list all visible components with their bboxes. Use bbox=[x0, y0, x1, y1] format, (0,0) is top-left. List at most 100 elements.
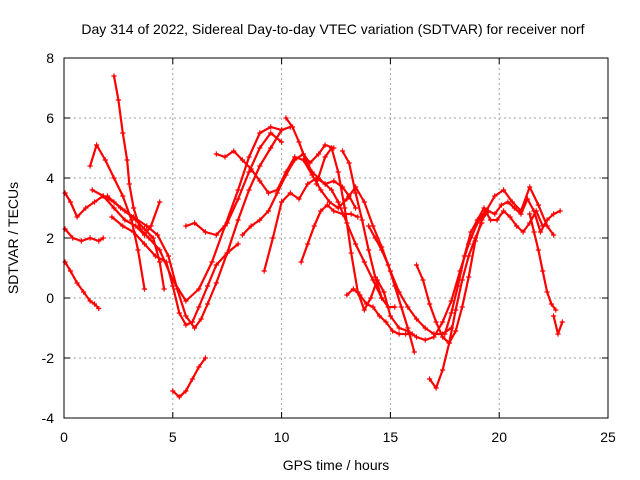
data-point bbox=[533, 208, 539, 214]
data-point bbox=[501, 208, 507, 214]
series-track-24 bbox=[527, 211, 559, 313]
series-track bbox=[63, 227, 105, 243]
data-point bbox=[248, 223, 254, 229]
series-track bbox=[552, 314, 564, 336]
data-point bbox=[472, 235, 478, 241]
data-point bbox=[353, 241, 359, 247]
series-track bbox=[241, 143, 335, 237]
data-point bbox=[498, 202, 504, 208]
data-point bbox=[446, 340, 452, 346]
data-point bbox=[459, 304, 465, 310]
series-track-19 bbox=[366, 223, 417, 355]
axis-ticks bbox=[63, 57, 609, 419]
data-point bbox=[555, 331, 561, 337]
data-point bbox=[527, 211, 533, 217]
data-point bbox=[420, 277, 426, 283]
data-point bbox=[257, 178, 263, 184]
series-track-21 bbox=[427, 220, 485, 391]
data-point bbox=[353, 205, 359, 211]
data-point bbox=[83, 205, 89, 211]
data-point bbox=[331, 208, 337, 214]
data-point bbox=[67, 268, 74, 274]
data-point bbox=[141, 286, 148, 292]
data-point bbox=[111, 175, 117, 181]
data-point bbox=[335, 169, 341, 175]
data-point bbox=[385, 304, 391, 310]
data-point bbox=[246, 154, 252, 160]
data-point bbox=[350, 286, 356, 292]
data-point bbox=[361, 199, 367, 205]
y-tick-labels: -4 -2 0 2 4 6 8 bbox=[42, 50, 55, 426]
data-point bbox=[370, 223, 376, 229]
data-point bbox=[442, 331, 448, 337]
data-point bbox=[239, 232, 245, 238]
data-point bbox=[62, 259, 68, 265]
series-track-25 bbox=[551, 313, 565, 337]
data-point bbox=[376, 313, 383, 319]
data-point bbox=[535, 247, 541, 253]
data-point bbox=[131, 205, 137, 211]
data-point bbox=[448, 310, 454, 316]
data-point bbox=[157, 199, 163, 205]
data-point bbox=[318, 208, 324, 214]
data-point bbox=[235, 241, 241, 247]
data-point bbox=[231, 148, 237, 154]
data-point bbox=[183, 313, 189, 319]
data-point bbox=[505, 199, 511, 205]
data-point bbox=[246, 187, 252, 193]
data-point bbox=[131, 214, 137, 220]
data-point bbox=[141, 241, 148, 247]
data-point bbox=[322, 154, 328, 160]
data-point bbox=[494, 217, 500, 223]
data-point bbox=[176, 310, 182, 316]
data-point bbox=[411, 349, 417, 355]
data-point bbox=[527, 184, 533, 190]
data-point bbox=[396, 331, 402, 337]
data-point bbox=[257, 163, 263, 169]
data-point bbox=[335, 199, 341, 205]
data-point bbox=[62, 226, 68, 232]
data-point bbox=[322, 181, 328, 187]
series-track-14 bbox=[283, 115, 385, 301]
data-point bbox=[118, 205, 124, 211]
data-point bbox=[126, 181, 132, 187]
data-point bbox=[305, 181, 311, 187]
data-point bbox=[283, 115, 289, 121]
data-point bbox=[348, 211, 354, 217]
data-point bbox=[292, 157, 298, 163]
data-point bbox=[544, 223, 550, 229]
data-point bbox=[205, 301, 211, 307]
data-point bbox=[268, 124, 274, 130]
data-point bbox=[183, 388, 189, 394]
data-point bbox=[196, 304, 202, 310]
data-point bbox=[509, 199, 515, 205]
data-point bbox=[531, 229, 537, 235]
data-point bbox=[270, 235, 276, 241]
data-point bbox=[422, 325, 428, 331]
data-point bbox=[209, 259, 215, 265]
data-point bbox=[165, 253, 171, 259]
data-point bbox=[440, 367, 446, 373]
data-point bbox=[170, 388, 176, 394]
data-point bbox=[157, 247, 163, 253]
data-point bbox=[268, 130, 274, 136]
data-point bbox=[120, 223, 126, 229]
data-point bbox=[487, 217, 494, 223]
data-point bbox=[339, 211, 346, 217]
x-tick-label: 25 bbox=[600, 429, 616, 445]
data-point bbox=[183, 322, 189, 328]
data-point bbox=[361, 259, 367, 265]
data-series bbox=[62, 73, 565, 400]
data-point bbox=[551, 211, 557, 217]
data-point bbox=[239, 157, 245, 163]
data-point bbox=[366, 223, 372, 229]
data-point bbox=[189, 376, 195, 382]
data-point bbox=[551, 232, 557, 238]
series-track-9 bbox=[183, 130, 285, 238]
data-point bbox=[339, 148, 346, 154]
data-point bbox=[222, 154, 228, 160]
y-tick-label: 0 bbox=[46, 290, 54, 306]
series-track-15 bbox=[298, 202, 361, 265]
data-point bbox=[287, 190, 293, 196]
